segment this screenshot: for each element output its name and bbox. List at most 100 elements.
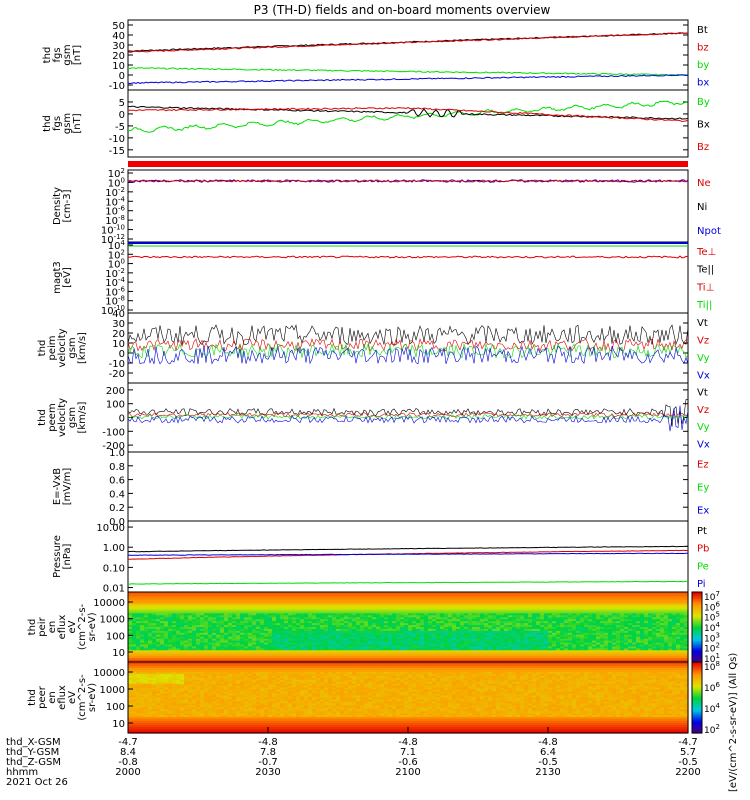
- heatmap-cell: [240, 623, 245, 626]
- heatmap-cell: [520, 609, 525, 612]
- heatmap-cell: [244, 613, 249, 616]
- heatmap-cell: [204, 597, 209, 601]
- heatmap-cell: [592, 601, 597, 605]
- heatmap-cell: [532, 593, 537, 597]
- heatmap-cell: [552, 654, 557, 657]
- heatmap-cell: [472, 617, 477, 620]
- heatmap-cell: [316, 595, 321, 599]
- heatmap-cell: [628, 640, 633, 644]
- heatmap-cell: [268, 646, 273, 649]
- heatmap-cell: [308, 646, 313, 649]
- heatmap-cell: [368, 601, 373, 605]
- heatmap-cell: [132, 656, 137, 659]
- heatmap-cell: [252, 654, 257, 657]
- heatmap-cell: [576, 615, 581, 618]
- heatmap-cell: [488, 652, 493, 655]
- heatmap-cell: [596, 644, 601, 647]
- heatmap-cell: [224, 634, 229, 638]
- heatmap-cell: [628, 615, 633, 618]
- heatmap-cell: [300, 640, 305, 644]
- heatmap-cell: [476, 617, 481, 620]
- heatmap-cell: [544, 634, 549, 638]
- heatmap-cell: [140, 646, 145, 649]
- heatmap-cell: [556, 603, 561, 607]
- heatmap-cell: [620, 619, 625, 622]
- heatmap-cell: [472, 609, 477, 612]
- heatmap-cell: [252, 607, 257, 611]
- heatmap-cell: [640, 601, 645, 605]
- heatmap-cell: [424, 644, 429, 647]
- heatmap-cell: [560, 609, 565, 612]
- heatmap-cell: [408, 605, 413, 609]
- heatmap-cell: [512, 599, 517, 603]
- heatmap-cell: [384, 630, 389, 634]
- heatmap-cell: [364, 593, 369, 597]
- heatmap-cell: [608, 640, 613, 644]
- heatmap-cell: [244, 623, 249, 626]
- heatmap-cell: [156, 644, 161, 647]
- heatmap-cell: [296, 615, 301, 618]
- heatmap-cell: [364, 613, 369, 616]
- heatmap-cell: [200, 621, 205, 624]
- heatmap-cell: [268, 628, 273, 632]
- heatmap-cell: [408, 607, 413, 611]
- heatmap-cell: [540, 611, 545, 614]
- heatmap-cell: [504, 593, 509, 597]
- heatmap-cell: [656, 611, 661, 614]
- legend-Pt: Pt: [697, 526, 707, 537]
- heatmap-cell: [684, 630, 689, 634]
- heatmap-cell: [512, 630, 517, 634]
- heatmap-cell: [192, 619, 197, 622]
- heatmap-cell: [624, 654, 629, 657]
- heatmap-cell: [568, 617, 573, 620]
- heatmap-cell: [420, 654, 425, 657]
- heatmap-cell: [164, 605, 169, 609]
- heatmap-cell: [568, 640, 573, 644]
- heatmap-cell: [576, 609, 581, 612]
- series-Vx: [127, 345, 689, 365]
- heatmap-cell: [468, 654, 473, 657]
- heatmap-cell: [208, 640, 213, 644]
- heatmap-cell: [468, 621, 473, 624]
- heatmap-cell: [648, 625, 653, 628]
- heatmap-cell: [520, 630, 525, 634]
- heatmap-cell: [280, 615, 285, 618]
- heatmap-cell: [188, 597, 193, 601]
- heatmap-cell: [564, 644, 569, 647]
- heatmap-cell: [296, 632, 301, 636]
- heatmap-cell: [628, 623, 633, 626]
- heatmap-cell: [472, 599, 477, 603]
- heatmap-cell: [160, 615, 165, 618]
- heatmap-cell: [496, 592, 501, 595]
- heatmap-cell: [156, 603, 161, 607]
- heatmap-cell: [252, 617, 257, 620]
- heatmap-cell: [624, 625, 629, 628]
- heatmap-cell: [440, 654, 445, 657]
- heatmap-cell: [212, 613, 217, 616]
- heatmap-cell: [616, 595, 621, 599]
- heatmap-cell: [212, 632, 217, 636]
- heatmap-cell: [188, 599, 193, 603]
- heatmap-cell: [284, 640, 289, 644]
- heatmap-cell: [572, 640, 577, 644]
- heatmap-cell: [428, 611, 433, 614]
- heatmap-cell: [348, 611, 353, 614]
- heatmap-cell: [648, 638, 653, 642]
- heatmap-cell: [448, 644, 453, 647]
- heatmap-cell: [528, 646, 533, 649]
- heatmap-cell: [304, 625, 309, 628]
- heatmap-cell: [312, 595, 317, 599]
- heatmap-cell: [160, 599, 165, 603]
- y-tick-label: 30: [112, 41, 125, 52]
- heatmap-cell: [684, 619, 689, 622]
- heatmap-cell: [208, 634, 213, 638]
- heatmap-cell: [448, 640, 453, 644]
- heatmap-cell: [520, 592, 525, 595]
- heatmap-cell: [232, 628, 237, 632]
- heatmap-cell: [584, 652, 589, 655]
- heatmap-cell: [428, 605, 433, 609]
- heatmap-cell: [488, 642, 493, 646]
- heatmap-cell: [356, 648, 361, 651]
- heatmap-cell: [368, 592, 373, 595]
- heatmap-cell: [164, 621, 169, 624]
